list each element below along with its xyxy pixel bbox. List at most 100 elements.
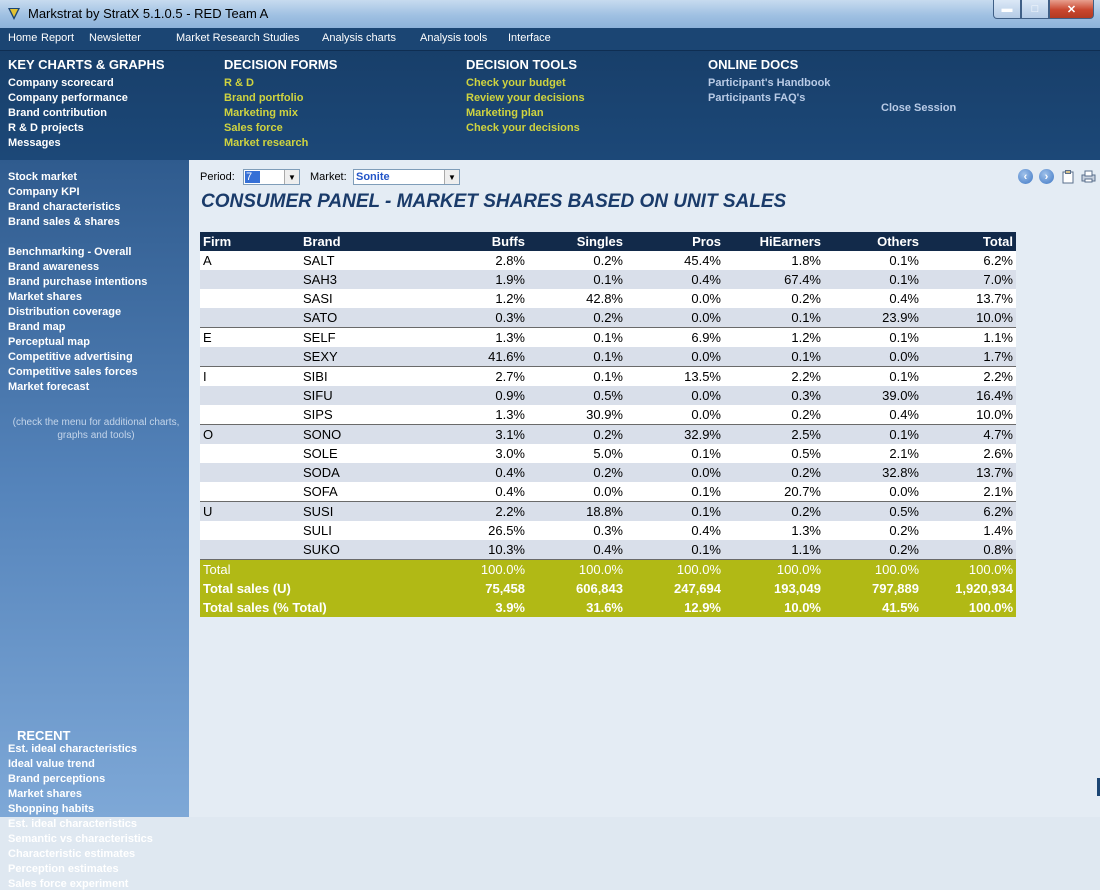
- table-cell: 1.4%: [922, 521, 1016, 540]
- table-cell: 0.2%: [824, 521, 922, 540]
- sidebar-item-stock-market[interactable]: Stock market: [8, 171, 78, 183]
- sidebar-item-brand-purchase-intentions[interactable]: Brand purchase intentions: [8, 276, 148, 288]
- table-cell: 2.5%: [724, 424, 824, 444]
- table-cell: 2.1%: [824, 444, 922, 463]
- close-window-button[interactable]: ✕: [1049, 0, 1094, 19]
- sidebar-item-brand-awareness[interactable]: Brand awareness: [8, 261, 100, 273]
- link-sales-force[interactable]: Sales force: [224, 122, 283, 134]
- link-marketing-plan[interactable]: Marketing plan: [466, 107, 544, 119]
- recent-item[interactable]: Est. ideal characteristics: [8, 743, 138, 755]
- close-session-link[interactable]: Close Session: [881, 102, 957, 114]
- table-cell: SONO: [300, 424, 424, 444]
- table-cell: 13.5%: [626, 366, 724, 386]
- recent-item[interactable]: Brand perceptions: [8, 773, 106, 785]
- sidebar-item-competitive-sales-forces[interactable]: Competitive sales forces: [8, 366, 138, 378]
- period-select[interactable]: 7 ▼: [243, 169, 300, 185]
- sidebar-item-brand-sales-shares[interactable]: Brand sales & shares: [8, 216, 120, 228]
- market-value: Sonite: [356, 171, 390, 183]
- menu-analysis-charts[interactable]: Analysis charts: [322, 32, 396, 44]
- link-company-performance[interactable]: Company performance: [8, 92, 128, 104]
- recent-item[interactable]: Perception estimates: [8, 863, 119, 875]
- table-cell: SELF: [300, 327, 424, 347]
- table-cell: SASI: [300, 289, 424, 308]
- sidebar-item-brand-map[interactable]: Brand map: [8, 321, 66, 333]
- table-cell: 0.3%: [724, 386, 824, 405]
- maximize-button[interactable]: □: [1021, 0, 1049, 19]
- table-cell: 0.2%: [724, 501, 824, 521]
- table-row: SEXY 41.6% 0.1% 0.0% 0.1% 0.0% 1.7%: [200, 347, 1016, 367]
- column-header-buffs: Buffs: [424, 232, 528, 251]
- totals-cell: 100.0%: [724, 559, 824, 579]
- sidebar-item-distribution-coverage[interactable]: Distribution coverage: [8, 306, 122, 318]
- table-cell: 2.1%: [922, 482, 1016, 502]
- market-select[interactable]: Sonite ▼: [353, 169, 460, 185]
- table-cell: 0.0%: [626, 386, 724, 405]
- table-cell: 41.6%: [424, 347, 528, 367]
- recent-item[interactable]: Sales force experiment: [8, 878, 129, 890]
- link-rd-projects[interactable]: R & D projects: [8, 122, 84, 134]
- sidebar-item-benchmarking[interactable]: Benchmarking - Overall: [8, 246, 132, 258]
- table-cell: 6.9%: [626, 327, 724, 347]
- header-panel: KEY CHARTS & GRAPHS Company scorecard Co…: [0, 51, 1100, 160]
- sidebar-item-brand-characteristics[interactable]: Brand characteristics: [8, 201, 121, 213]
- table-cell: SODA: [300, 463, 424, 482]
- minimize-button[interactable]: ▬: [993, 0, 1021, 19]
- link-messages[interactable]: Messages: [8, 137, 61, 149]
- recent-item[interactable]: Market shares: [8, 788, 82, 800]
- menu-report[interactable]: Report: [41, 32, 75, 44]
- table-cell: 0.2%: [528, 424, 626, 444]
- table-cell: 0.3%: [424, 308, 528, 328]
- totals-row: Total sales (U) 75,458 606,843 247,694 193,0…: [200, 579, 1016, 598]
- menu-home[interactable]: Home: [8, 32, 38, 44]
- menu-newsletter[interactable]: Newsletter: [89, 32, 141, 44]
- menu-analysis-tools[interactable]: Analysis tools: [420, 32, 488, 44]
- table-row: SODA 0.4% 0.2% 0.0% 0.2% 32.8% 13.7%: [200, 463, 1016, 482]
- print-icon[interactable]: [1081, 169, 1096, 184]
- link-check-decisions[interactable]: Check your decisions: [466, 122, 580, 134]
- table-cell: SUSI: [300, 501, 424, 521]
- sidebar-item-competitive-advertising[interactable]: Competitive advertising: [8, 351, 133, 363]
- minimize-icon: ▬: [1001, 3, 1013, 15]
- recent-item[interactable]: Est. ideal characteristics: [8, 818, 138, 830]
- table-cell: 0.0%: [824, 347, 922, 367]
- table-row: I SIBI 2.7% 0.1% 13.5% 2.2% 0.1% 2.2%: [200, 366, 1016, 386]
- link-review-decisions[interactable]: Review your decisions: [466, 92, 585, 104]
- link-brand-contribution[interactable]: Brand contribution: [8, 107, 107, 119]
- recent-item[interactable]: Characteristic estimates: [8, 848, 136, 860]
- table-cell: 2.2%: [424, 501, 528, 521]
- forward-icon[interactable]: ›: [1039, 169, 1054, 184]
- clipboard-icon[interactable]: [1060, 169, 1075, 184]
- menu-market-research-studies[interactable]: Market Research Studies: [176, 32, 300, 44]
- link-participants-faq[interactable]: Participants FAQ's: [708, 92, 806, 104]
- link-marketing-mix[interactable]: Marketing mix: [224, 107, 298, 119]
- recent-item[interactable]: Ideal value trend: [8, 758, 95, 770]
- recent-item[interactable]: Semantic vs characteristics: [8, 833, 153, 845]
- link-market-research[interactable]: Market research: [224, 137, 309, 149]
- link-brand-portfolio[interactable]: Brand portfolio: [224, 92, 304, 104]
- link-company-scorecard[interactable]: Company scorecard: [8, 77, 114, 89]
- table-cell: [200, 347, 300, 367]
- back-icon[interactable]: ‹: [1018, 169, 1033, 184]
- table-cell: SOLE: [300, 444, 424, 463]
- sidebar-item-market-forecast[interactable]: Market forecast: [8, 381, 90, 393]
- sidebar-item-market-shares[interactable]: Market shares: [8, 291, 82, 303]
- sidebar-item-company-kpi[interactable]: Company KPI: [8, 186, 80, 198]
- column-header-singles: Singles: [528, 232, 626, 251]
- table-cell: 0.1%: [824, 251, 922, 270]
- market-shares-table: Firm Brand Buffs Singles Pros HiEarners …: [200, 232, 1016, 617]
- totals-cell: 41.5%: [824, 598, 922, 617]
- sidebar-item-perceptual-map[interactable]: Perceptual map: [8, 336, 90, 348]
- table-cell: 0.1%: [824, 327, 922, 347]
- menu-interface[interactable]: Interface: [508, 32, 551, 44]
- table-cell: 39.0%: [824, 386, 922, 405]
- totals-cell: 31.6%: [528, 598, 626, 617]
- totals-cell: 100.0%: [922, 559, 1016, 579]
- link-check-budget[interactable]: Check your budget: [466, 77, 566, 89]
- table-row: SULI 26.5% 0.3% 0.4% 1.3% 0.2% 1.4%: [200, 521, 1016, 540]
- page-actions: ‹ ›: [1018, 169, 1096, 184]
- link-rd-form[interactable]: R & D: [224, 77, 254, 89]
- table-cell: [200, 463, 300, 482]
- recent-item[interactable]: Shopping habits: [8, 803, 95, 815]
- link-participants-handbook[interactable]: Participant's Handbook: [708, 77, 831, 89]
- totals-label: Total: [200, 559, 424, 579]
